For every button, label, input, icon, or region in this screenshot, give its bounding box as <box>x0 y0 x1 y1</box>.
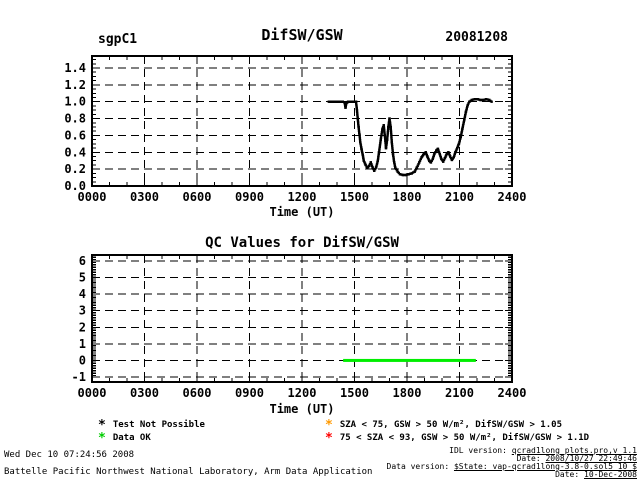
svg-text:0300: 0300 <box>130 386 159 400</box>
qc-plot-title: QC Values for DifSW/GSW <box>205 235 399 251</box>
legend-item-sza-75-93: * 75 < SZA < 93, GSW > 50 W/m², DifSW/GSW… <box>325 431 590 446</box>
svg-text:0.6: 0.6 <box>64 128 86 142</box>
svg-text:0.2: 0.2 <box>64 162 86 176</box>
legend-item-label: 75 < SZA < 93, GSW > 50 W/m², DifSW/GSW … <box>339 433 590 443</box>
ratio-plot-xaxis-label: Time (UT) <box>269 205 334 219</box>
svg-text:0000: 0000 <box>78 190 107 204</box>
qc-plot-grid <box>92 255 512 382</box>
ratio-plot-grid <box>92 56 512 186</box>
asterisk-icon: * <box>98 418 106 433</box>
svg-text:3: 3 <box>79 304 86 318</box>
qc-plot-tick-labels: 0000 0300 0600 0900 1200 1500 1800 2100 2400 -1 0 1… <box>72 254 527 416</box>
svg-text:-1: -1 <box>72 370 86 384</box>
svg-text:0600: 0600 <box>183 386 212 400</box>
svg-text:2400: 2400 <box>498 386 527 400</box>
asterisk-icon: * <box>325 431 333 446</box>
svg-text:0.4: 0.4 <box>64 145 86 159</box>
idl-date-line: Date: 2008/10/27 22:49:46 <box>516 454 637 463</box>
asterisk-icon: * <box>325 418 333 433</box>
svg-text:0600: 0600 <box>183 190 212 204</box>
svg-text:5: 5 <box>79 271 86 285</box>
legend-item-label: Data OK <box>112 433 151 443</box>
asterisk-icon: * <box>98 431 106 446</box>
svg-text:0.8: 0.8 <box>64 112 86 126</box>
svg-text:1200: 1200 <box>288 190 317 204</box>
legend-item-label: Test Not Possible <box>112 420 205 430</box>
ratio-plot-data-series <box>327 98 493 177</box>
svg-text:4: 4 <box>79 287 86 301</box>
svg-text:1.4: 1.4 <box>64 61 86 75</box>
ratio-plot-tick-labels: 0000 0300 0600 0900 1200 1500 1800 2100 2400 0.0 0… <box>64 61 526 219</box>
idl-version-line: IDL version: qcrad1long_plots.pro,v 1.1 <box>449 446 637 455</box>
svg-text:2400: 2400 <box>498 190 527 204</box>
date-label: 20081208 <box>445 30 508 45</box>
ratio-plot: 0000 0300 0600 0900 1200 1500 1800 2100 2400 0.0 0… <box>64 55 526 219</box>
svg-text:1500: 1500 <box>340 386 369 400</box>
svg-text:2100: 2100 <box>445 386 474 400</box>
svg-text:1: 1 <box>79 337 86 351</box>
svg-text:0000: 0000 <box>78 386 107 400</box>
svg-text:0300: 0300 <box>130 190 159 204</box>
site-label: sgpC1 <box>98 32 138 47</box>
svg-text:2: 2 <box>79 320 86 334</box>
svg-text:0900: 0900 <box>235 386 264 400</box>
svg-text:6: 6 <box>79 254 86 268</box>
svg-text:0: 0 <box>79 353 86 367</box>
qc-plot-frame <box>91 254 513 383</box>
svg-text:1200: 1200 <box>288 386 317 400</box>
svg-text:1.2: 1.2 <box>64 78 86 92</box>
legend-item-test-not-possible: * Test Not Possible <box>98 418 205 433</box>
svg-text:1500: 1500 <box>340 190 369 204</box>
svg-text:2100: 2100 <box>445 190 474 204</box>
qc-plot: 0000 0300 0600 0900 1200 1500 1800 2100 2400 -1 0 1… <box>72 254 527 416</box>
svg-text:1800: 1800 <box>393 386 422 400</box>
footer-organization: Battelle Pacific Northwest National Labo… <box>4 467 373 477</box>
legend-item-sza-lt-75: * SZA < 75, GSW > 50 W/m², DifSW/GSW > 1.… <box>325 418 562 433</box>
qc-data-ok-segment <box>343 358 476 362</box>
svg-text:0.0: 0.0 <box>64 179 86 193</box>
legend-item-label: SZA < 75, GSW > 50 W/m², DifSW/GSW > 1.0… <box>339 420 562 430</box>
plot-title: DifSW/GSW <box>261 26 343 44</box>
footer-timestamp: Wed Dec 10 07:24:56 2008 <box>4 450 135 460</box>
qc-plot-xaxis-label: Time (UT) <box>269 402 334 416</box>
ratio-plot-frame <box>91 55 513 187</box>
svg-text:1.0: 1.0 <box>64 95 86 109</box>
svg-text:1800: 1800 <box>393 190 422 204</box>
legend-item-data-ok: * Data OK <box>98 431 151 446</box>
data-version-line: Data version: $State: vap-qcrad1long-3.8… <box>386 462 637 471</box>
svg-text:0900: 0900 <box>235 190 264 204</box>
plot-date-line: Date: 10-Dec-2008 <box>555 470 637 479</box>
